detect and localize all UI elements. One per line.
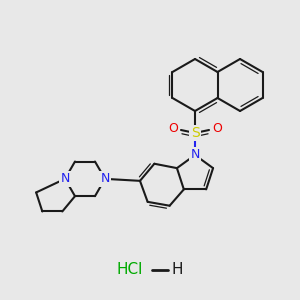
Text: N: N — [190, 148, 200, 161]
Text: S: S — [190, 126, 200, 140]
Text: O: O — [212, 122, 222, 134]
Text: HCl: HCl — [117, 262, 143, 278]
Text: N: N — [60, 172, 70, 185]
Text: O: O — [168, 122, 178, 134]
Text: N: N — [100, 172, 110, 185]
Text: H: H — [171, 262, 183, 278]
